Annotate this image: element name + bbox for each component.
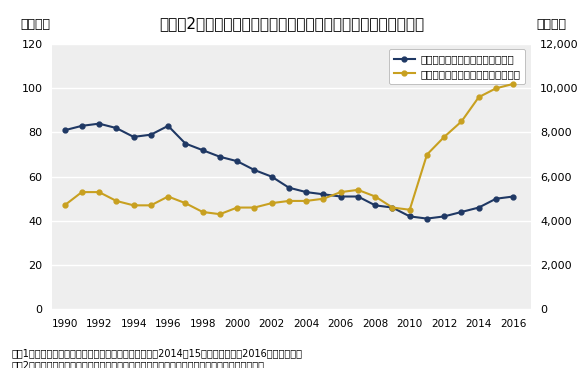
土木・建機レンタル売上高（右軸） (320, 197, 327, 201)
土木・建機レンタル売上高（右軸） (389, 205, 396, 210)
土木・建機レンタル売上高（右軸） (493, 86, 500, 91)
国内建設投資額（名目）（左軸） (147, 132, 154, 137)
土木・建機レンタル売上高（右軸） (182, 201, 189, 205)
土木・建機レンタル売上高（右軸） (354, 188, 361, 192)
Text: （億円）: （億円） (537, 18, 567, 31)
国内建設投資額（名目）（左軸） (286, 185, 293, 190)
土木・建機レンタル売上高（右軸） (372, 194, 379, 199)
土木・建機レンタル売上高（右軸） (130, 203, 137, 208)
国内建設投資額（名目）（左軸） (423, 216, 430, 221)
土木・建機レンタル売上高（右軸） (286, 199, 293, 203)
Line: 国内建設投資額（名目）（左軸）: 国内建設投資額（名目）（左軸） (62, 121, 516, 221)
国内建設投資額（名目）（左軸） (61, 128, 68, 132)
国内建設投資額（名目）（左軸） (372, 203, 379, 208)
土木・建機レンタル売上高（右軸） (251, 205, 258, 210)
土木・建機レンタル売上高（右軸） (96, 190, 103, 194)
国内建設投資額（名目）（左軸） (251, 168, 258, 172)
国内建設投資額（名目）（左軸） (406, 214, 413, 219)
国内建設投資額（名目）（左軸） (458, 210, 465, 214)
国内建設投資額（名目）（左軸） (493, 197, 500, 201)
国内建設投資額（名目）（左軸） (354, 194, 361, 199)
土木・建機レンタル売上高（右軸） (406, 208, 413, 212)
国内建設投資額（名目）（左軸） (164, 124, 171, 128)
国内建設投資額（名目）（左軸） (441, 214, 448, 219)
土木・建機レンタル売上高（右軸） (475, 95, 482, 99)
Legend: 国内建設投資額（名目）（左軸）, 土木・建機レンタル売上高（右軸）: 国内建設投資額（名目）（左軸）, 土木・建機レンタル売上高（右軸） (389, 49, 525, 84)
土木・建機レンタル売上高（右軸） (234, 205, 241, 210)
Text: （注2）土木・建機レンタル売上高は（経産省統計）は年ベース。一部データ不連続の年を含む: （注2）土木・建機レンタル売上高は（経産省統計）は年ベース。一部データ不連続の年… (12, 360, 265, 368)
土木・建機レンタル売上高（右軸） (337, 190, 344, 194)
国内建設投資額（名目）（左軸） (130, 135, 137, 139)
国内建設投資額（名目）（左軸） (182, 141, 189, 146)
Text: （兆円）: （兆円） (20, 18, 50, 31)
国内建設投資額（名目）（左軸） (96, 121, 103, 126)
国内建設投資額（名目）（左軸） (320, 192, 327, 197)
土木・建機レンタル売上高（右軸） (164, 194, 171, 199)
土木・建機レンタル売上高（右軸） (78, 190, 85, 194)
Text: （注1）国内建設投資額（国交省統計）は年度ベースで2014～15年度は見込み、2016年度は見通し: （注1）国内建設投資額（国交省統計）は年度ベースで2014～15年度は見込み、2… (12, 348, 303, 358)
国内建設投資額（名目）（左軸） (216, 155, 223, 159)
土木・建機レンタル売上高（右軸） (423, 152, 430, 157)
国内建設投資額（名目）（左軸） (303, 190, 310, 194)
国内建設投資額（名目）（左軸） (389, 205, 396, 210)
国内建設投資額（名目）（左軸） (78, 124, 85, 128)
国内建設投資額（名目）（左軸） (113, 126, 120, 130)
土木・建機レンタル売上高（右軸） (441, 135, 448, 139)
土木・建機レンタル売上高（右軸） (216, 212, 223, 216)
土木・建機レンタル売上高（右軸） (268, 201, 275, 205)
国内建設投資額（名目）（左軸） (337, 194, 344, 199)
土木・建機レンタル売上高（右軸） (303, 199, 310, 203)
Text: （図表2）国内の建設投資額と土木・建機レンタル売上高の推移: （図表2）国内の建設投資額と土木・建機レンタル売上高の推移 (159, 17, 424, 32)
国内建設投資額（名目）（左軸） (199, 148, 206, 152)
国内建設投資額（名目）（左軸） (475, 205, 482, 210)
土木・建機レンタル売上高（右軸） (199, 210, 206, 214)
土木・建機レンタル売上高（右軸） (147, 203, 154, 208)
土木・建機レンタル売上高（右軸） (113, 199, 120, 203)
国内建設投資額（名目）（左軸） (234, 159, 241, 163)
国内建設投資額（名目）（左軸） (268, 174, 275, 179)
土木・建機レンタル売上高（右軸） (458, 119, 465, 124)
国内建設投資額（名目）（左軸） (510, 194, 517, 199)
土木・建機レンタル売上高（右軸） (61, 203, 68, 208)
土木・建機レンタル売上高（右軸） (510, 82, 517, 86)
Line: 土木・建機レンタル売上高（右軸）: 土木・建機レンタル売上高（右軸） (62, 81, 516, 217)
